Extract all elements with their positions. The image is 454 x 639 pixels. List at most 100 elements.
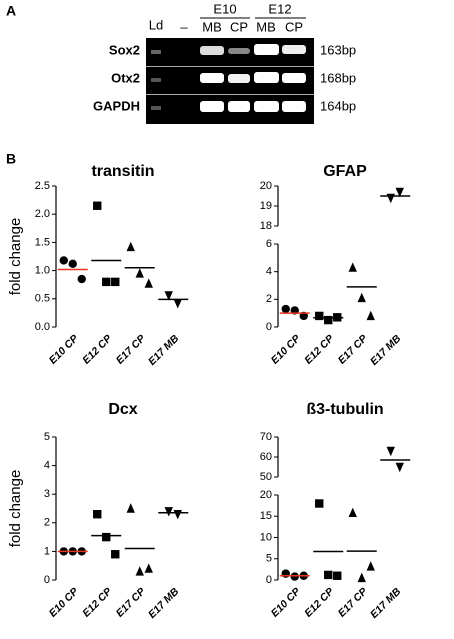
x-tick-label: E10 CP — [47, 585, 82, 620]
data-point — [348, 262, 357, 272]
lane-label: – — [180, 19, 188, 34]
y-tick-label: 0.0 — [35, 321, 50, 333]
y-tick-label: 70 — [260, 431, 272, 443]
data-point — [126, 503, 135, 513]
y-tick-label: 5 — [44, 431, 50, 443]
gene-label: GAPDH — [93, 98, 140, 113]
y-tick-label: 0.5 — [35, 293, 50, 305]
data-point — [315, 499, 324, 508]
x-tick-label: E17 MB — [146, 585, 182, 621]
data-point — [164, 507, 173, 517]
y-tick-label: 50 — [260, 471, 272, 483]
x-tick-label: E12 CP — [302, 585, 337, 620]
x-tick-label: E12 CP — [80, 585, 115, 620]
data-point — [324, 315, 333, 325]
data-point — [68, 259, 77, 269]
y-tick-label: 1.5 — [35, 236, 50, 248]
age-label: E12 — [268, 1, 291, 16]
y-tick-label: 0 — [266, 574, 272, 586]
data-point — [395, 187, 404, 198]
x-tick-label: E17 MB — [146, 332, 182, 368]
size-label: 164bp — [320, 98, 356, 113]
y-tick-label: 0 — [44, 574, 50, 586]
y-tick-label: 0 — [266, 321, 272, 333]
x-tick-label: E12 CP — [80, 332, 115, 367]
y-tick-label: 2 — [44, 517, 50, 529]
x-tick-label: E10 CP — [269, 585, 304, 620]
x-tick-label: E12 CP — [302, 332, 337, 367]
data-point — [144, 278, 153, 288]
y-tick-label: 20 — [260, 489, 272, 501]
size-label: 163bp — [320, 42, 356, 57]
data-point — [102, 277, 111, 287]
y-tick-label: 10 — [260, 531, 272, 543]
x-tick-label: E17 CP — [336, 332, 371, 367]
x-tick-label: E17 CP — [114, 585, 149, 620]
data-point — [93, 510, 102, 519]
data-point — [144, 563, 153, 573]
data-point — [290, 572, 299, 581]
x-tick-label: E17 CP — [114, 332, 149, 367]
y-tick-label: 2.0 — [35, 208, 50, 220]
chart-title: ß3-tubulin — [306, 401, 383, 418]
panel-label: A — [6, 3, 16, 19]
data-point — [366, 310, 375, 321]
data-point — [386, 193, 395, 204]
x-tick-label: E10 CP — [269, 332, 304, 367]
x-tick-label: E17 CP — [336, 585, 371, 620]
data-point — [281, 569, 290, 578]
data-point — [281, 304, 290, 314]
y-tick-label: 5 — [266, 553, 272, 565]
lane-label: Ld — [149, 17, 163, 32]
y-tick-label: 20 — [260, 180, 272, 192]
age-label: E10 — [213, 1, 236, 16]
data-point — [77, 274, 86, 284]
y-tick-label: 2 — [266, 293, 272, 305]
data-point — [173, 299, 182, 309]
y-axis-label: fold change — [7, 218, 24, 296]
y-tick-label: 1 — [44, 545, 50, 557]
data-point — [59, 256, 68, 265]
chart-title: GFAP — [323, 163, 367, 180]
y-tick-label: 4 — [44, 460, 50, 472]
data-point — [126, 241, 135, 252]
tissue-label: MB — [256, 19, 276, 34]
y-axis-label: fold change — [7, 470, 24, 548]
x-tick-label: E10 CP — [47, 332, 82, 367]
chart-title: Dcx — [108, 401, 137, 418]
data-point — [164, 291, 173, 301]
y-tick-label: 3 — [44, 488, 50, 500]
y-tick-label: 60 — [260, 451, 272, 463]
data-point — [111, 550, 120, 559]
y-tick-label: 15 — [260, 510, 272, 522]
data-point — [348, 507, 357, 518]
gene-label: Otx2 — [111, 70, 140, 85]
tissue-label: MB — [202, 19, 222, 34]
data-point — [324, 570, 333, 580]
data-point — [357, 292, 366, 303]
y-tick-label: 1.0 — [35, 265, 50, 277]
y-tick-label: 2.5 — [35, 180, 50, 192]
y-tick-label: 18 — [260, 220, 272, 232]
tissue-label: CP — [285, 19, 303, 34]
data-point — [395, 462, 404, 473]
size-label: 168bp — [320, 70, 356, 85]
data-point — [102, 532, 111, 542]
chart-title: transitin — [91, 163, 154, 180]
data-point — [386, 446, 395, 457]
tissue-label: CP — [230, 19, 248, 34]
gel-bands — [151, 44, 306, 112]
data-point — [357, 572, 366, 583]
data-point — [135, 566, 144, 576]
y-tick-label: 4 — [266, 266, 272, 278]
y-tick-label: 19 — [260, 200, 272, 212]
data-point — [315, 311, 324, 321]
panel-label: B — [6, 151, 16, 167]
y-tick-label: 6 — [266, 238, 272, 250]
gene-label: Sox2 — [109, 42, 140, 57]
data-point — [333, 571, 342, 580]
data-point — [93, 201, 102, 210]
data-point — [173, 510, 182, 520]
data-point — [135, 268, 144, 278]
